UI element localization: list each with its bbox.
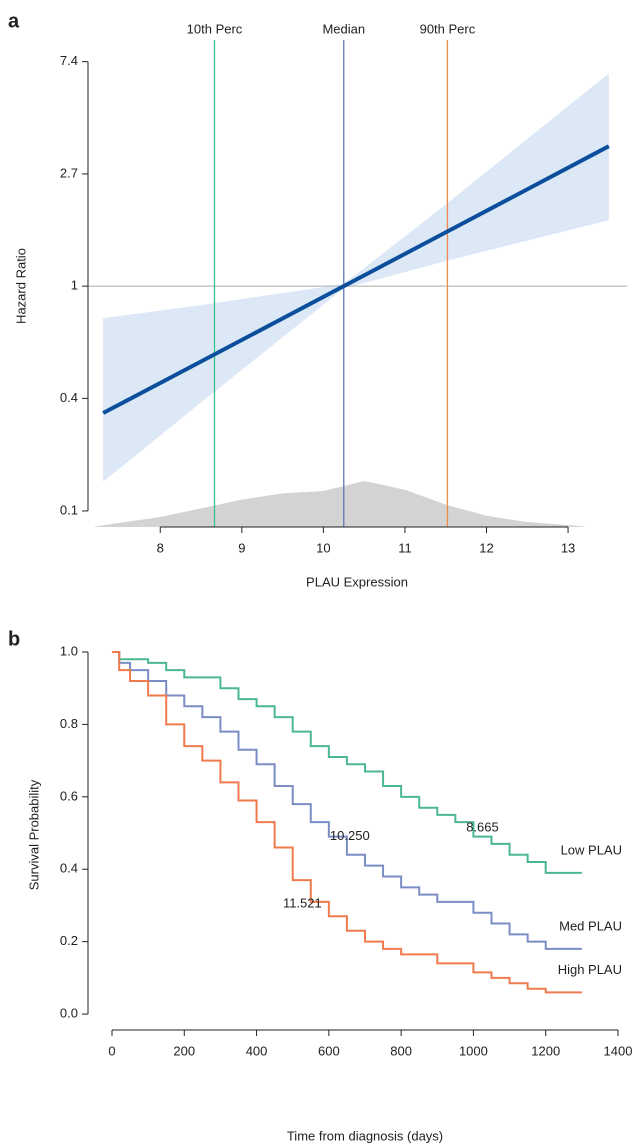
x-tick-label: 11 [398, 540, 412, 555]
panel-label: b [8, 628, 20, 650]
x-tick-label: 8 [157, 540, 164, 555]
density-area [95, 481, 585, 527]
survival-curve [111, 651, 582, 874]
y-tick-label: 0.1 [60, 502, 78, 517]
percentile-label: 10th Perc [187, 21, 243, 36]
y-tick-label: 0.4 [60, 861, 78, 876]
x-tick-label: 0 [108, 1043, 115, 1058]
y-tick-label: 2.7 [60, 165, 78, 180]
curve-label: Low PLAU [561, 842, 622, 857]
x-tick-label: 800 [390, 1043, 412, 1058]
percentile-label: Median [322, 21, 365, 36]
annotation: 8.665 [466, 819, 499, 834]
y-tick-label: 0.8 [60, 716, 78, 731]
curve-label: High PLAU [558, 962, 622, 977]
annotation: 11.521 [283, 895, 322, 910]
y-tick-label: 7.4 [60, 53, 78, 68]
x-tick-label: 400 [246, 1043, 268, 1058]
x-tick-label: 9 [238, 540, 245, 555]
y-tick-label: 0.4 [60, 390, 78, 405]
survival-curve [111, 651, 582, 994]
y-tick-label: 0.0 [60, 1006, 78, 1021]
y-tick-label: 1.0 [60, 643, 78, 658]
x-tick-label: 600 [318, 1043, 340, 1058]
x-axis-label: PLAU Expression [306, 574, 408, 589]
x-tick-label: 1400 [604, 1043, 633, 1058]
panel-label: a [8, 10, 20, 32]
annotation: 10.250 [330, 828, 370, 843]
x-tick-label: 200 [173, 1043, 195, 1058]
y-tick-label: 1 [71, 278, 78, 293]
percentile-label: 90th Perc [420, 21, 476, 36]
x-tick-label: 12 [479, 540, 493, 555]
y-axis-label: Survival Probability [26, 779, 41, 890]
curve-label: Med PLAU [559, 918, 622, 933]
y-axis-label: Hazard Ratio [13, 248, 28, 324]
y-tick-label: 0.2 [60, 933, 78, 948]
x-tick-label: 10 [316, 540, 330, 555]
hazard-line [102, 144, 610, 415]
x-tick-label: 13 [561, 540, 575, 555]
survival-curve [111, 651, 582, 950]
x-tick-label: 1200 [531, 1043, 560, 1058]
x-tick-label: 1000 [459, 1043, 488, 1058]
x-axis-label: Time from diagnosis (days) [287, 1128, 443, 1143]
y-tick-label: 0.6 [60, 788, 78, 803]
